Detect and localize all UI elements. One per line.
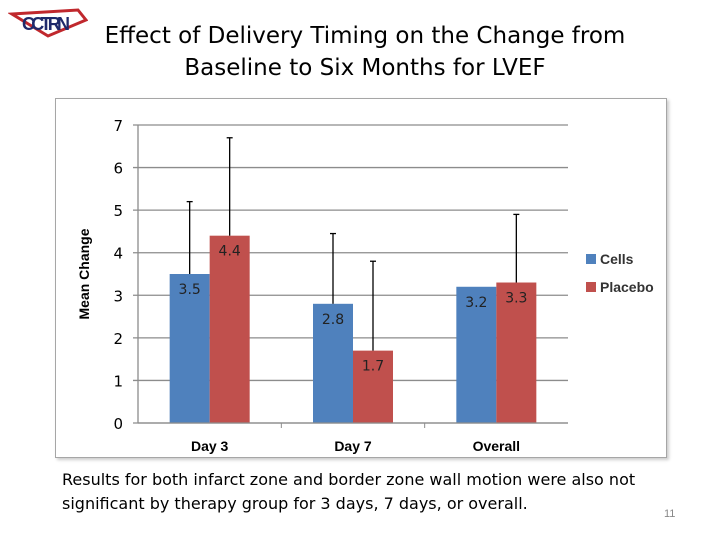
data-label: 3.5: [179, 282, 201, 298]
slide-title: Effect of Delivery Timing on the Change …: [104, 23, 626, 81]
svg-text:CCTRN: CCTRN: [22, 14, 70, 34]
data-label: 1.7: [362, 359, 384, 375]
legend-label-cells: Cells: [600, 251, 634, 267]
legend-swatch-placebo: [586, 282, 596, 292]
data-label: 4.4: [219, 244, 241, 260]
bar-cells: [456, 286, 497, 423]
bar-cells: [169, 274, 210, 423]
y-tick-label: 3: [113, 287, 123, 305]
y-tick-label: 2: [113, 330, 123, 348]
y-tick-label: 5: [113, 202, 123, 220]
y-tick-label: 6: [113, 160, 123, 178]
bar-placebo: [496, 282, 537, 423]
x-tick-label: Day 7: [334, 438, 372, 454]
x-tick-label: Overall: [473, 438, 520, 454]
page-number: 11: [664, 508, 676, 520]
bar-cells: [313, 303, 353, 423]
bar-placebo: [209, 235, 250, 423]
y-tick-label: 7: [113, 117, 123, 135]
chart-frame: 0 1 2 3 4 5 6 7 Mean Change Day 3 3.5 4.4 Day 7 2.8 1.…: [55, 98, 667, 458]
data-label: 3.2: [465, 295, 487, 311]
legend-swatch-cells: [586, 254, 596, 264]
bar-chart: 0 1 2 3 4 5 6 7 Mean Change Day 3 3.5 4.4 Day 7 2.8 1.…: [76, 117, 654, 454]
data-label: 3.3: [505, 291, 527, 307]
x-tick-label: Day 3: [191, 438, 229, 454]
caption-text: Results for both infarct zone and border…: [62, 470, 636, 513]
y-axis-label: Mean Change: [76, 228, 92, 319]
data-label: 2.8: [322, 312, 344, 328]
bar-placebo: [353, 350, 393, 423]
legend-label-placebo: Placebo: [600, 279, 654, 295]
y-tick-label: 4: [113, 245, 123, 263]
cctrn-logo: CCTRN: [8, 8, 88, 38]
y-tick-label: 1: [113, 372, 123, 390]
y-tick-label: 0: [113, 415, 123, 433]
